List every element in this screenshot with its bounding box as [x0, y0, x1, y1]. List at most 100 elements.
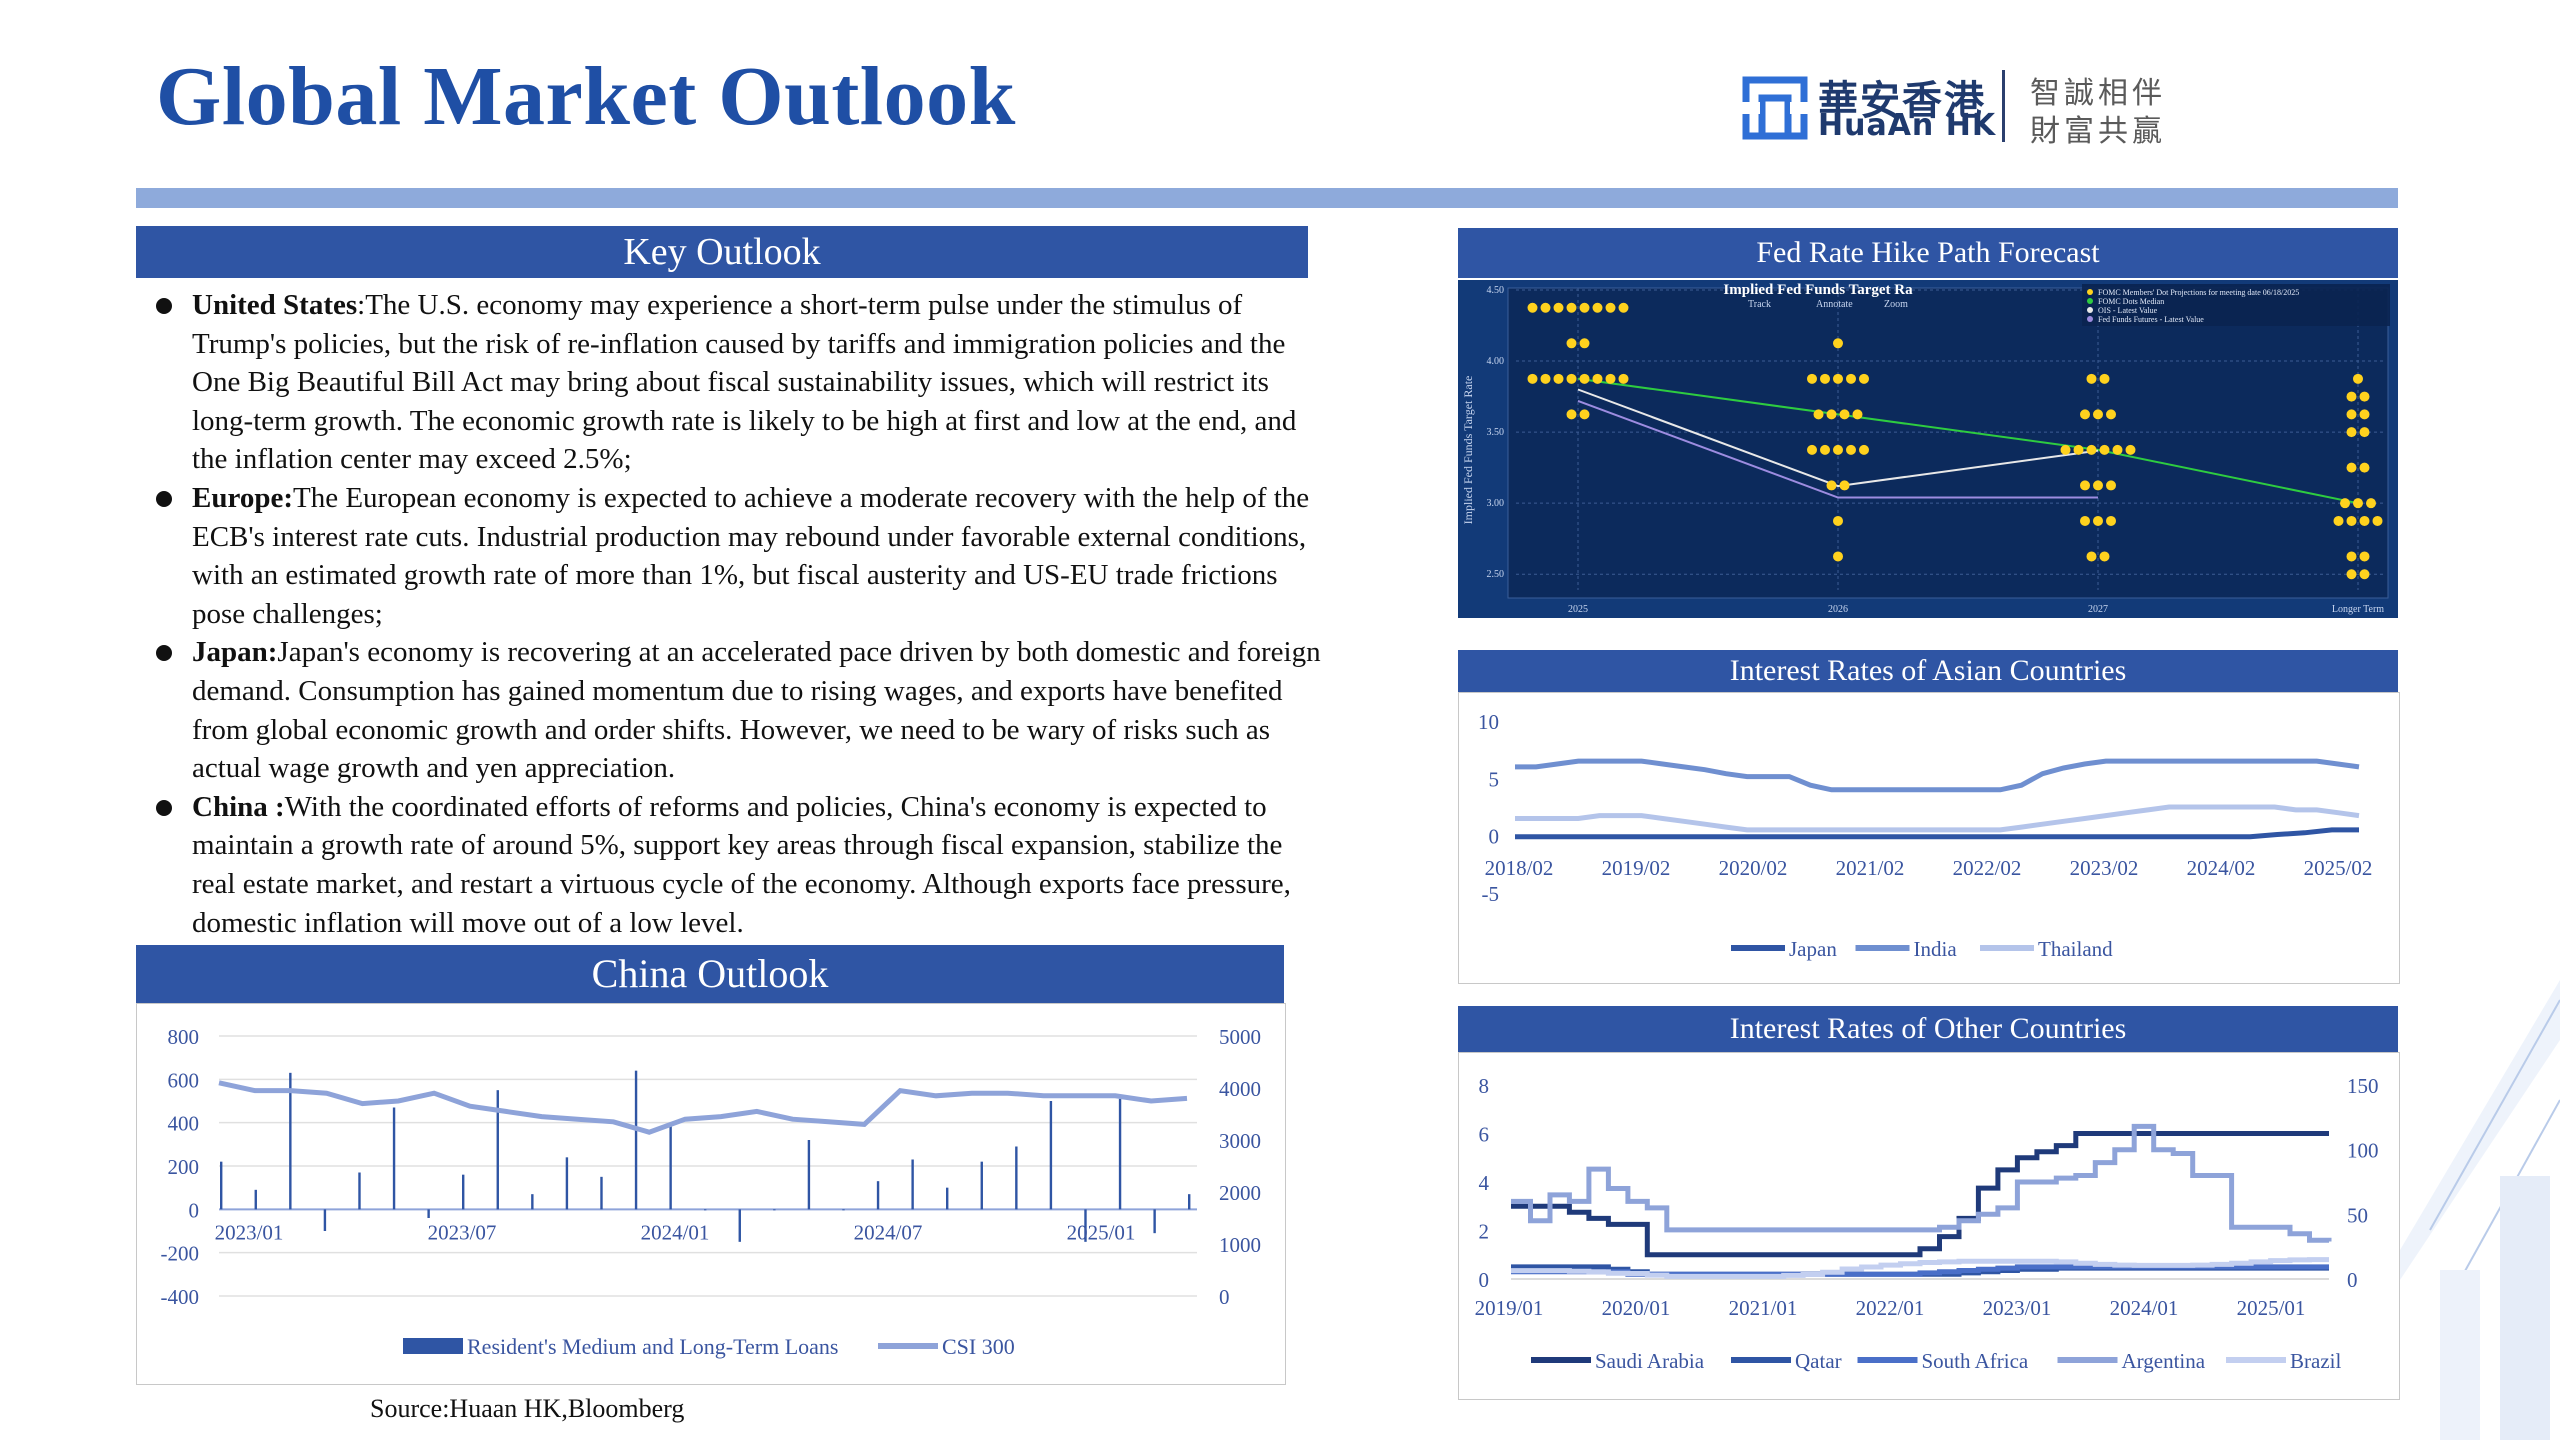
loan-bar: [254, 1189, 257, 1210]
logo-english-name: HuaAn HK: [1818, 108, 1997, 143]
y-left-tick-label: 2: [1479, 1220, 1490, 1244]
y-right-tick-label: 0: [2347, 1268, 2358, 1292]
fomc-dot: [2353, 373, 2363, 384]
y-right-tick-label: 4000: [1219, 1077, 1261, 1101]
fomc-dot: [2333, 515, 2344, 526]
loan-bar: [842, 1209, 845, 1211]
y-tick-label: 4.50: [1487, 285, 1505, 296]
fomc-dot: [1618, 373, 1629, 384]
bullet-separator: :: [357, 289, 366, 321]
loan-bar: [738, 1209, 741, 1242]
legend-swatch: [403, 1338, 463, 1354]
fed-dot-plot-chart: 4.50 4.00 3.50 3.00 2.50 2025 2026 2027 Longer T…: [1458, 280, 2398, 618]
fomc-dot: [2086, 373, 2097, 384]
x-tick-label: 2023/02: [2070, 856, 2139, 880]
loan-bar: [911, 1159, 914, 1210]
y-left-tick-label: 4: [1479, 1171, 1490, 1195]
fomc-dot: [1605, 302, 1616, 313]
y-tick-label: 3.50: [1487, 427, 1505, 438]
y-right-tick-label: 50: [2347, 1203, 2368, 1227]
x-tick-label: 2023/01: [215, 1220, 284, 1244]
fomc-dot: [1826, 480, 1837, 491]
fomc-dot: [1820, 373, 1830, 384]
fomc-dot: [2093, 409, 2103, 420]
fomc-dot: [1859, 373, 1869, 384]
fomc-dot: [1566, 302, 1577, 313]
fomc-dot: [2359, 391, 2370, 402]
fomc-dot: [2359, 551, 2370, 562]
fomc-dot: [2346, 551, 2357, 562]
loan-bar: [496, 1090, 499, 1210]
y-left-tick-label: 8: [1479, 1074, 1490, 1098]
other-rates-panel: 8 6 4 2 0 150 100 50 0 2019/01 2020/01 2021/01 2022/…: [1458, 1052, 2400, 1400]
y-tick-label: 3.00: [1487, 498, 1505, 509]
y-left-tick-label: 400: [168, 1112, 200, 1136]
fed-line: [1577, 377, 2359, 505]
fed-forecast-header: Fed Rate Hike Path Forecast: [1458, 228, 2398, 278]
y-axis-label: Implied Fed Funds Target Rate: [1461, 376, 1475, 525]
china-outlook-panel: 800 600 400 200 0 -200 -400 5000 4000 3000 2000 100…: [136, 1003, 1286, 1385]
fomc-dot: [1579, 302, 1590, 313]
legend-label: FOMC Dots Median: [2098, 297, 2164, 306]
y-left-tick-label: -200: [161, 1242, 200, 1266]
x-tick-label: 2019/01: [1475, 1296, 1544, 1320]
bullet-label: Europe:: [192, 481, 293, 514]
loan-bar: [1188, 1194, 1191, 1210]
rate-line: [1511, 1131, 2329, 1258]
bullet-dot: [156, 490, 172, 507]
fomc-dot: [1820, 444, 1830, 455]
fomc-dot: [2060, 444, 2071, 455]
fomc-dot: [2340, 498, 2350, 509]
x-tick-label: 2026: [1828, 604, 1848, 615]
bullet-japan: Japan:Japan's economy is recovering at a…: [150, 633, 1330, 787]
fomc-dot: [2093, 480, 2103, 491]
legend-label: South Africa: [1922, 1349, 2029, 1373]
legend-marker: [2087, 298, 2093, 304]
x-tick-label: 2021/01: [1729, 1296, 1798, 1320]
fomc-dot: [2099, 373, 2110, 384]
y-tick-label: 10: [1478, 710, 1499, 734]
loan-bar: [392, 1107, 396, 1210]
bullet-label: Japan:: [192, 636, 278, 669]
key-outlook-header: Key Outlook: [136, 226, 1308, 278]
fomc-dot: [1605, 373, 1616, 384]
loan-bar: [876, 1181, 880, 1210]
fomc-dot: [1833, 338, 1843, 349]
legend-label: India: [1914, 937, 1958, 961]
fomc-dot: [1540, 373, 1551, 384]
fed-line: [1577, 388, 2099, 488]
fomc-dot: [2106, 515, 2116, 526]
bullet-text: Japan's economy is recovering at an acce…: [192, 636, 1321, 785]
bullet-text: The U.S. economy may experience a short-…: [192, 289, 1297, 476]
legend-label: Qatar: [1795, 1349, 1842, 1373]
fomc-dot: [1813, 409, 1824, 420]
x-tick-label: 2024/02: [2187, 856, 2256, 880]
fomc-dot: [2346, 409, 2357, 420]
rate-line-thailand: [1515, 804, 2360, 833]
fomc-dot: [2086, 444, 2097, 455]
y-right-tick-label: 1000: [1219, 1233, 1261, 1257]
x-tick-label: 2018/02: [1485, 856, 1554, 880]
loan-bar: [1153, 1209, 1156, 1234]
loan-bar: [565, 1157, 569, 1210]
fomc-dot: [1592, 302, 1603, 313]
fomc-dot: [1833, 515, 1843, 526]
x-tick-label: Longer Term: [2332, 604, 2384, 615]
fomc-dot: [2080, 515, 2090, 526]
legend-marker: [2087, 289, 2093, 295]
loan-bar: [946, 1187, 949, 1210]
loan-bar: [600, 1176, 603, 1210]
legend-label: Japan: [1789, 937, 1837, 961]
fomc-dot: [2125, 444, 2136, 455]
x-tick-label: 2025/01: [2237, 1296, 2306, 1320]
legend-box: [2082, 284, 2390, 326]
legend-label: Saudi Arabia: [1595, 1349, 1705, 1373]
x-tick-label: 2024/01: [641, 1220, 710, 1244]
bullet-dot: [156, 645, 172, 662]
fomc-dot: [2346, 391, 2357, 402]
loan-bar: [1084, 1209, 1087, 1242]
fomc-dot: [1833, 551, 1843, 562]
x-tick-label: 2023/01: [1983, 1296, 2052, 1320]
fomc-dot: [2086, 551, 2097, 562]
x-tick-label: 2025/01: [1067, 1220, 1136, 1244]
